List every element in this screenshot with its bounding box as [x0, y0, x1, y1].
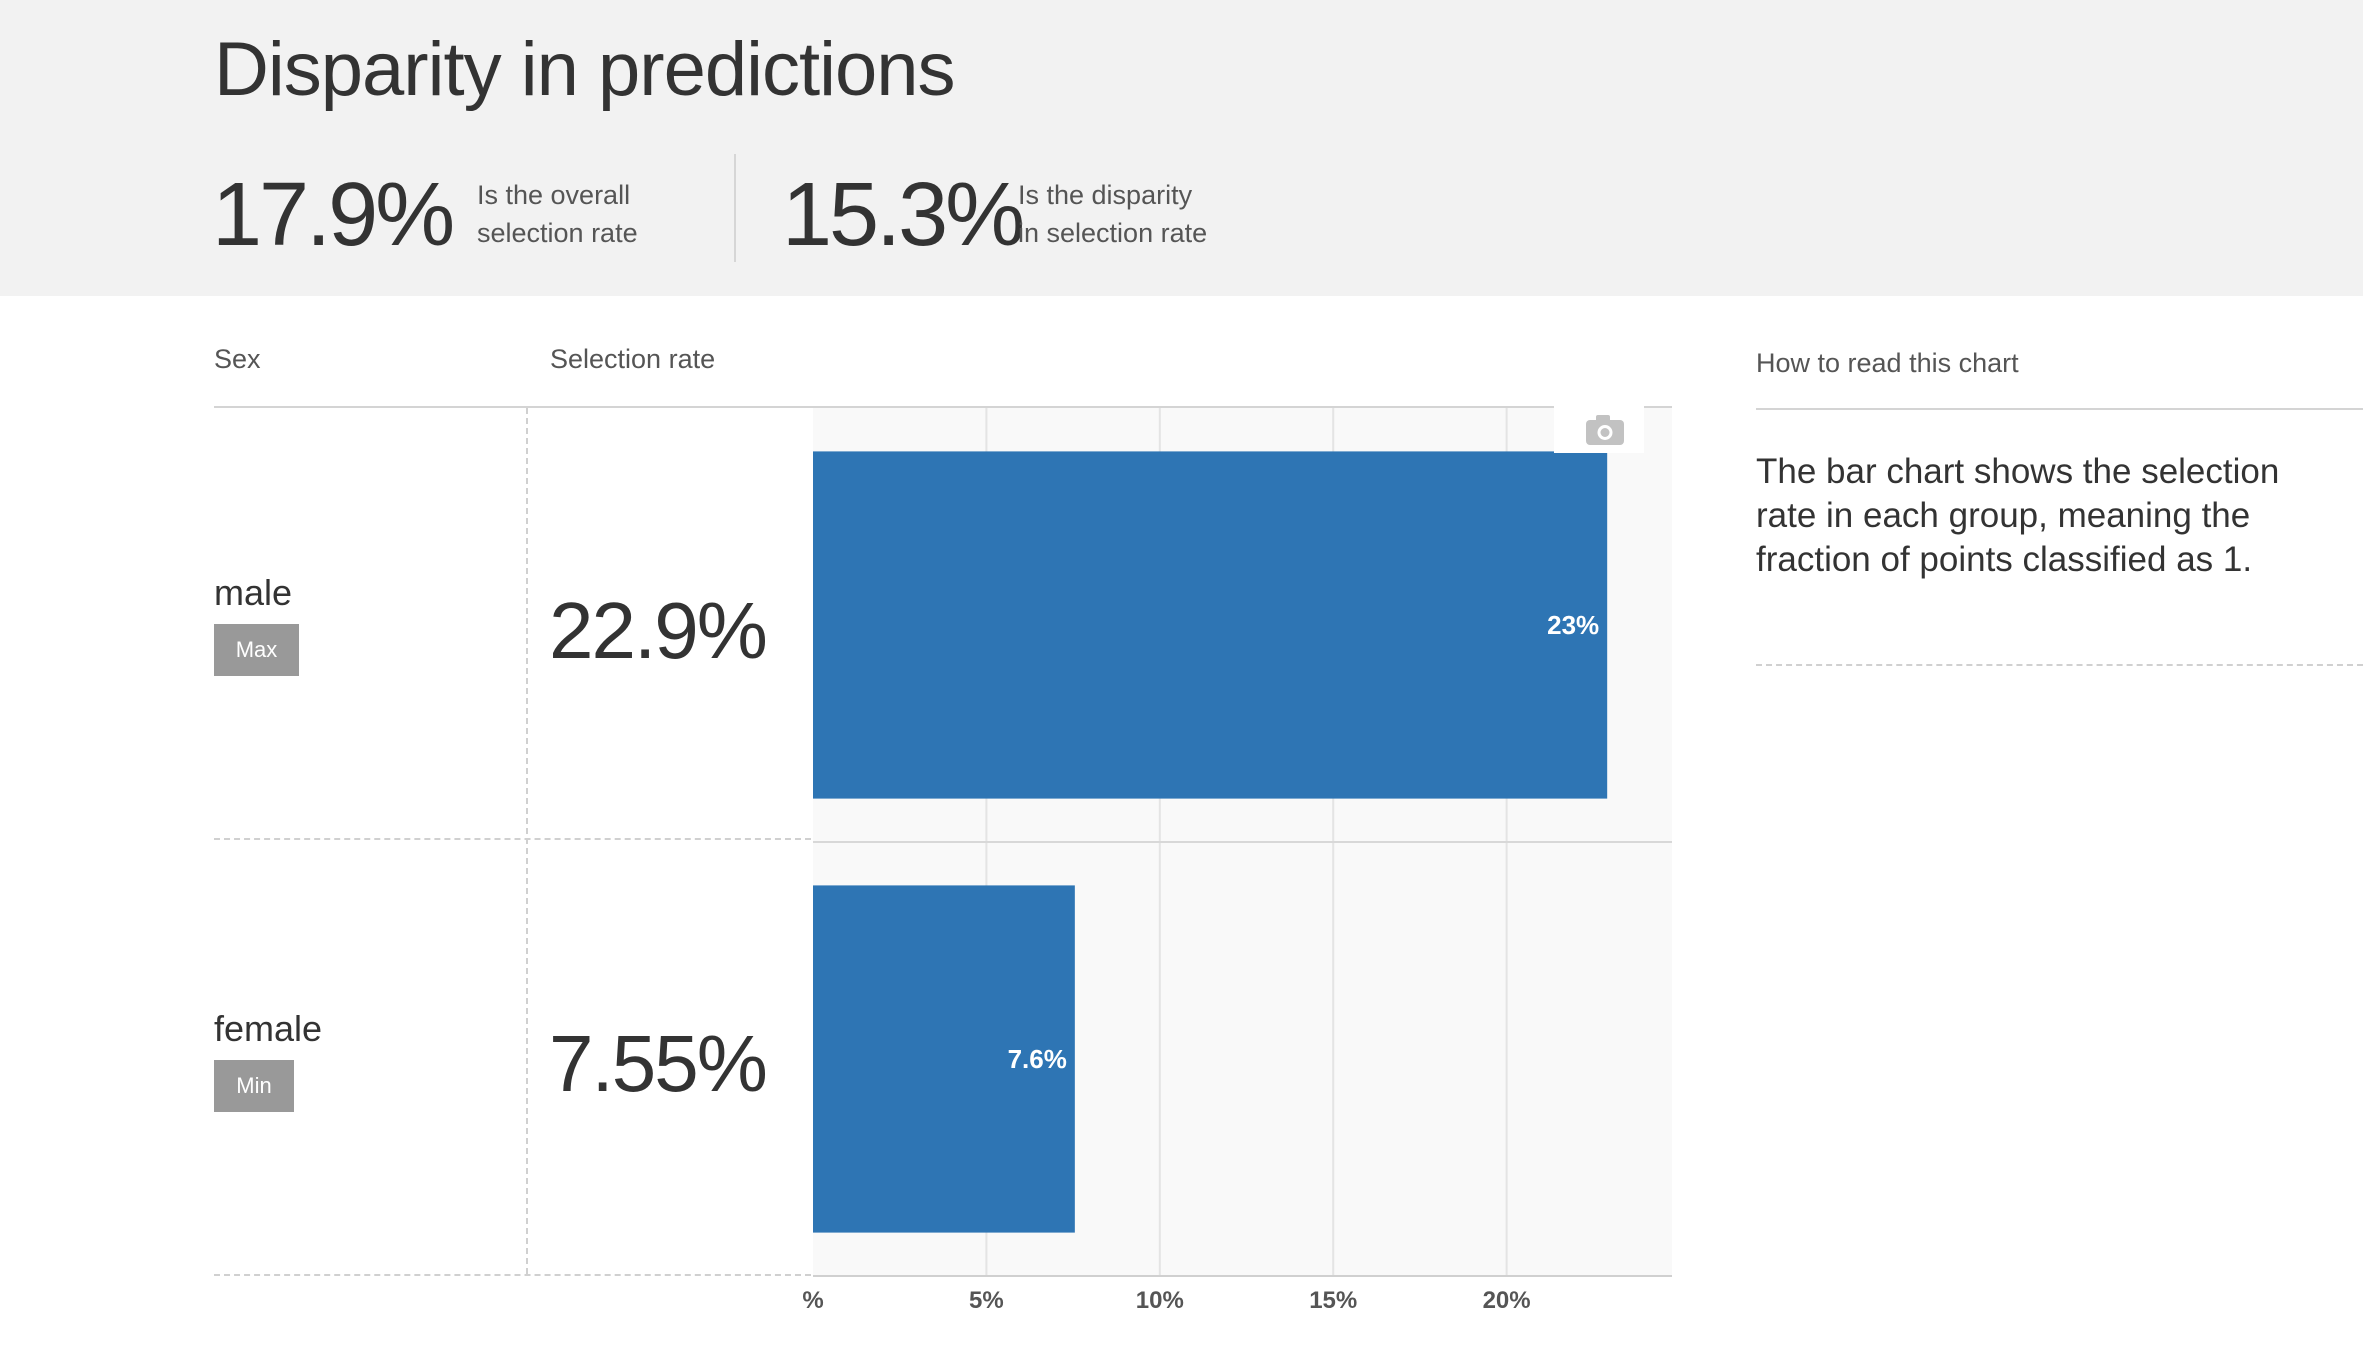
summary-header: Disparity in predictions 17.9% Is the ov… [0, 0, 2363, 296]
group-name-female: female [214, 1008, 323, 1049]
metric-divider [734, 154, 736, 262]
how-to-read-title: How to read this chart [1756, 348, 2019, 378]
bar-data-label: 7.6% [1008, 1044, 1067, 1074]
camera-icon [1586, 415, 1624, 445]
min-badge: Min [214, 1060, 294, 1112]
x-tick-label: 10% [1136, 1287, 1184, 1314]
max-badge: Max [214, 624, 299, 676]
column-divider [526, 408, 528, 1274]
sidebar-bottom-rule [1756, 664, 2363, 666]
sidebar-rule [1756, 408, 2363, 410]
group-rate-male: 22.9% [549, 586, 768, 675]
disparity-description: Is the disparity in selection rate [1018, 180, 1208, 248]
x-tick-label: 5% [969, 1287, 1004, 1314]
overall-rate-description: Is the overall selection rate [477, 180, 638, 248]
disparity-value: 15.3% [782, 165, 1025, 265]
group-name-male: male [214, 572, 293, 613]
bar-data-label: 23% [1547, 610, 1599, 640]
download-plot-button[interactable] [1554, 405, 1644, 453]
rate-column-header: Selection rate [550, 344, 716, 374]
overall-rate-value: 17.9% [212, 165, 455, 265]
how-to-read-text: The bar chart shows the selection rate i… [1756, 452, 2280, 579]
x-tick-label: 20% [1483, 1287, 1531, 1314]
bar-female [813, 885, 1075, 1233]
row-divider [214, 838, 811, 840]
x-tick-label: % [802, 1287, 823, 1314]
table-bottom-rule [214, 1274, 811, 1276]
bar-male [813, 451, 1608, 799]
group-column-header: Sex [214, 344, 261, 374]
page-title: Disparity in predictions [214, 27, 956, 112]
x-tick-label: 15% [1309, 1287, 1357, 1314]
table-top-rule [214, 406, 1672, 408]
group-rate-female: 7.55% [549, 1019, 768, 1108]
